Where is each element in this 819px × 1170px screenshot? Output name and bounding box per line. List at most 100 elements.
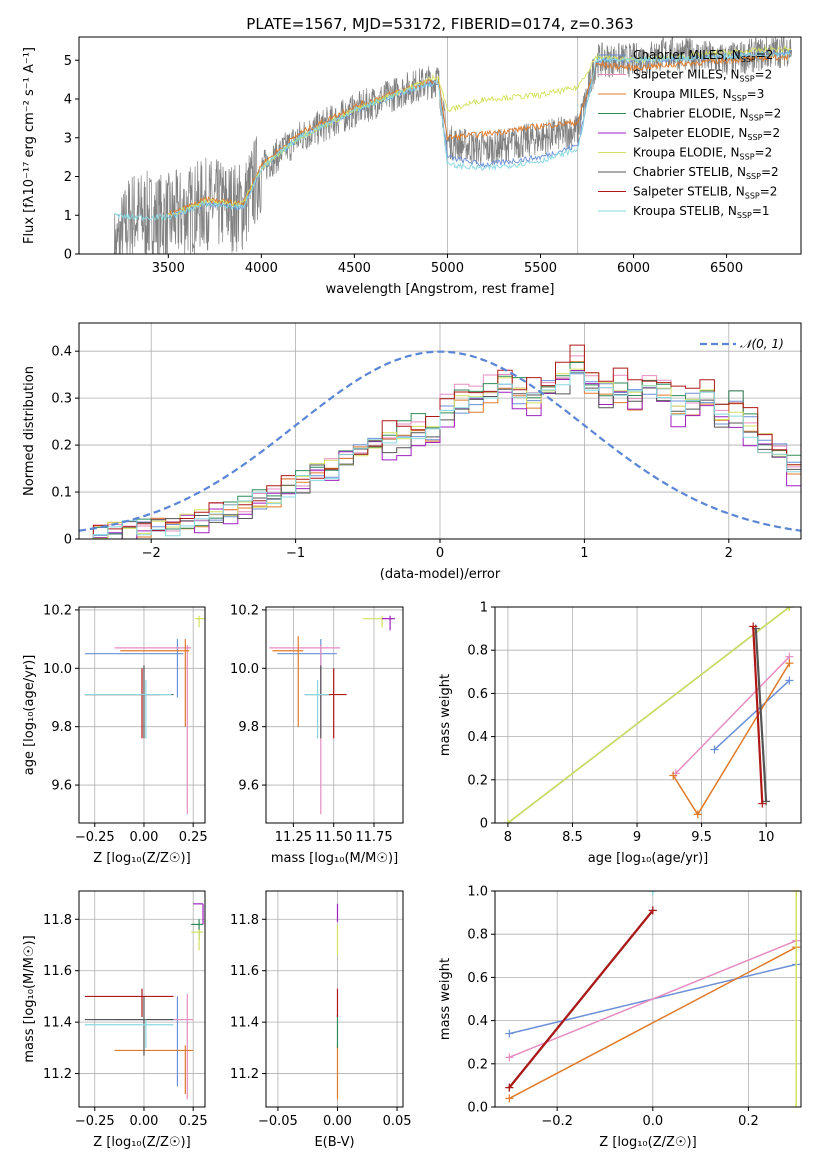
x-axis-label: (data-model)/error: [380, 567, 501, 582]
x-axis-label: age [log₁₀(age/yr)]: [588, 851, 709, 866]
y-tick-label: 0.6: [467, 971, 488, 986]
y-tick-label: 0.4: [467, 1014, 488, 1029]
x-tick-label: −0.2: [541, 1114, 573, 1129]
axes-frame: [78, 606, 206, 824]
age-vs-mass-panel: 11.25 11.50 11.75 9.6 9.8 10.0 10.2 mass [log₁₀…: [230, 603, 404, 866]
x-tick-label: 2: [725, 546, 733, 561]
errorbar-ke: [362, 615, 386, 628]
errorbar-ss: [320, 668, 347, 739]
y-tick-label: 0: [64, 533, 72, 548]
weight-marker-ks: [648, 891, 657, 895]
y-tick-label: 0.4: [467, 730, 488, 745]
weight-line-km: [508, 946, 797, 1100]
y-tick-label: 9.8: [51, 720, 72, 735]
x-tick-label: 0.25: [179, 830, 208, 845]
weight-line-ke: [507, 607, 790, 823]
x-axis-label: Z [log₁₀(Z/Z☉)]: [93, 1135, 190, 1150]
x-tick-label: 11.50: [315, 830, 352, 845]
x-tick-label: 9.5: [691, 830, 712, 845]
errorbar-ke: [191, 929, 204, 951]
x-tick-label: 6500: [710, 261, 743, 276]
weight-marker-cm: [710, 745, 719, 754]
weight-marker-ke: [785, 607, 794, 611]
y-tick-label: 11.2: [230, 1067, 259, 1082]
x-tick-label: −1: [286, 546, 305, 561]
y-tick-label: 10.2: [43, 603, 72, 618]
y-axis-label: mass weight: [438, 674, 453, 756]
legend-label-cs: Chabrier STELIB, NSSP=2: [633, 165, 779, 181]
x-tick-label: 9: [633, 830, 641, 845]
axes-frame: [78, 890, 206, 1108]
x-tick-label: 11.75: [355, 830, 392, 845]
y-tick-label: 11.4: [230, 1016, 259, 1031]
y-tick-label: 9.6: [51, 779, 72, 794]
x-tick-label: 1: [580, 546, 588, 561]
y-tick-label: 11.2: [43, 1067, 72, 1082]
y-axis-label: Normed distribution: [22, 366, 37, 496]
weight-line-km: [672, 662, 791, 816]
errorbar-se: [193, 903, 204, 925]
x-tick-label: 0.0: [642, 1114, 663, 1129]
errorbar-ss: [84, 668, 160, 739]
legend-label-ce: Chabrier ELODIE, NSSP=2: [633, 107, 781, 123]
y-axis-label: mass weight: [438, 958, 453, 1040]
x-tick-label: 3500: [152, 261, 185, 276]
errorbar-km: [120, 639, 190, 727]
weight-marker-ke: [503, 819, 512, 823]
axes-frame: [78, 36, 802, 255]
x-tick-label: 8: [504, 830, 512, 845]
y-tick-label: 1: [64, 209, 72, 224]
residual-histogram-ss: [79, 344, 801, 539]
y-tick-label: 9.8: [238, 720, 259, 735]
y-tick-label: 0.3: [51, 392, 72, 407]
weight-marker-km: [693, 810, 702, 819]
x-tick-label: 10: [758, 830, 775, 845]
y-tick-label: 4: [64, 93, 72, 108]
y-axis-label: mass [log₁₀(M/M☉)]: [22, 935, 37, 1062]
y-tick-label: 1: [480, 601, 488, 616]
y-tick-label: 10.0: [230, 662, 259, 677]
y-axis-label: age [log₁₀(age/yr)]: [22, 655, 37, 776]
weight-line-sm: [509, 940, 797, 1058]
errorbar-cm: [84, 996, 184, 1087]
weight-line-cs: [754, 628, 768, 802]
gaussian-curve: [79, 350, 801, 532]
errorbar-km: [114, 1045, 194, 1095]
x-tick-label: −0.25: [75, 830, 115, 845]
x-axis-label: wavelength [Angstrom, rest frame]: [326, 282, 555, 297]
weight-marker-ke: [792, 1103, 801, 1107]
legend-label-ke: Kroupa ELODIE, NSSP=2: [633, 146, 772, 162]
errorbar-sm: [114, 644, 192, 815]
x-axis-label: E(B-V): [314, 1135, 354, 1150]
x-axis-label: mass [log₁₀(M/M☉)]: [271, 851, 398, 866]
x-axis-label: Z [log₁₀(Z/Z☉)]: [599, 1135, 696, 1150]
mass-vs-metallicity-panel: −0.25 0.00 0.25 11.2 11.4 11.6 11.8 Z [log₁₀(Z/…: [22, 890, 208, 1150]
y-tick-label: 0.8: [467, 644, 488, 659]
x-tick-label: 0.00: [129, 1114, 158, 1129]
axes-frame: [494, 890, 802, 1108]
y-tick-label: 0.8: [467, 928, 488, 943]
weight-line-ss: [508, 909, 654, 1089]
errorbar-cm: [84, 639, 184, 698]
y-tick-label: 11.6: [43, 964, 72, 979]
errorbar-km: [272, 636, 304, 727]
age-vs-metallicity-panel: −0.25 0.00 0.25 9.6 9.8 10.0 10.2 Z [log₁₀(Z/Z☉…: [22, 603, 208, 866]
mass-vs-extinction-panel: −0.05 0.00 0.05 11.2 11.4 11.6 11.8 E(B-V): [230, 890, 412, 1150]
x-tick-label: 0: [436, 546, 444, 561]
weight-marker-ss: [648, 906, 657, 915]
errorbar-ke: [195, 615, 205, 628]
y-tick-label: 11.8: [230, 913, 259, 928]
x-tick-label: 0.00: [323, 1114, 352, 1129]
x-tick-label: −2: [142, 546, 161, 561]
y-tick-label: 0.4: [51, 345, 72, 360]
y-axis-label: Flux [fλ10⁻¹⁷ erg cm⁻² s⁻¹ A⁻¹]: [22, 47, 37, 244]
y-tick-label: 1.0: [467, 885, 488, 900]
residuals-panel: −2 −1 0 1 2 0 0.1 0.2 0.3 0.4 (data-model)/error No…: [22, 322, 802, 582]
weight-marker-ke: [792, 891, 801, 895]
residual-histogram-ks: [79, 371, 801, 539]
weight-vs-metallicity-panel: −0.2 0.0 0.2 0.0 0.2 0.4 0.6 0.8 1.0 Z [log₁₀(Z/Z…: [438, 885, 802, 1150]
y-tick-label: 5: [64, 54, 72, 69]
y-tick-label: 11.4: [43, 1016, 72, 1031]
weight-marker-ss: [758, 799, 767, 808]
